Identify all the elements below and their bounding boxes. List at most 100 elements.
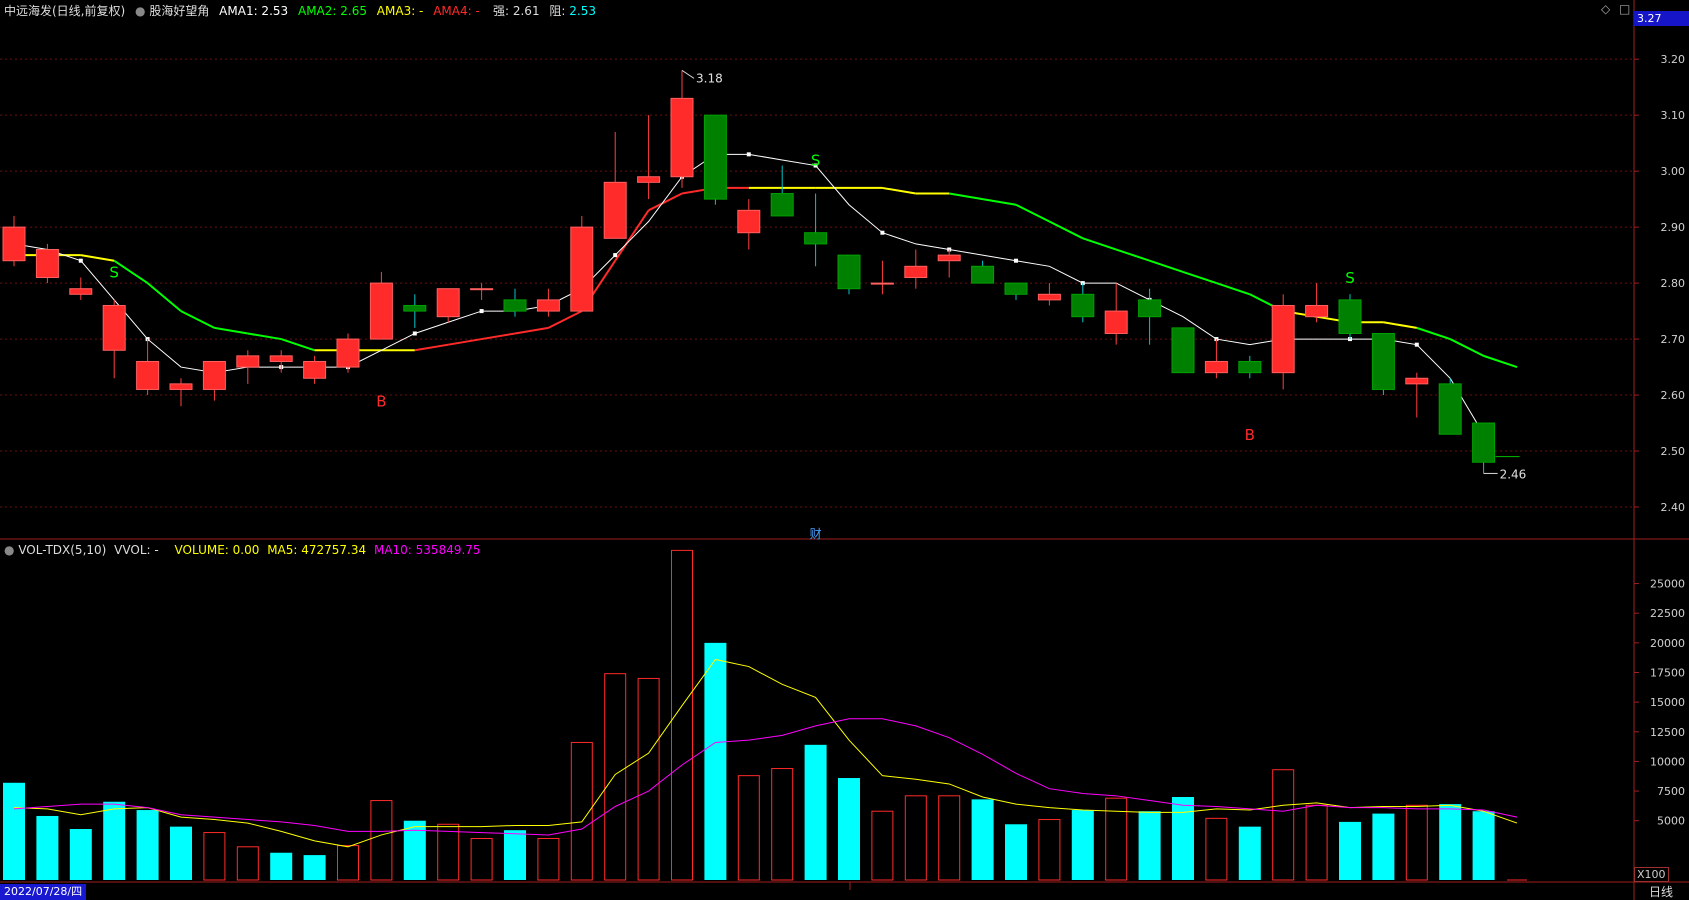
candle-body	[102, 304, 126, 351]
volume-tick-label: 5000	[1657, 815, 1685, 828]
ama4-value: AMA4: -	[433, 4, 480, 18]
candle-body	[1305, 304, 1329, 318]
sell-signal: S	[811, 152, 821, 170]
candle-body	[1338, 299, 1362, 334]
ama2-line-segment	[1149, 259, 1184, 273]
volume-tick-label: 12500	[1650, 726, 1685, 739]
price-tick-label: 2.90	[1661, 221, 1686, 234]
ama2-line-segment	[180, 310, 215, 329]
candle-body	[136, 360, 160, 390]
ama1-value: AMA1: 2.53	[219, 4, 289, 18]
ama1-point	[813, 163, 818, 168]
candle-body	[536, 299, 560, 312]
candle-body	[1138, 299, 1162, 318]
ama2-line-segment	[1182, 270, 1217, 285]
ama2-line-segment	[982, 198, 1017, 206]
candle-body	[303, 360, 327, 379]
volume-bar	[1439, 804, 1462, 880]
volume-bar	[1405, 804, 1428, 881]
ama2-line-segment	[882, 186, 916, 195]
candle-body	[202, 360, 226, 390]
candle-body	[603, 181, 627, 239]
candle-body	[770, 193, 794, 217]
price-tick-label: 3.00	[1661, 165, 1686, 178]
candle-body	[35, 249, 59, 278]
ma5-value: MA5: 472757.34	[267, 543, 367, 557]
volume-bar	[1138, 811, 1161, 880]
volume-bar	[303, 855, 326, 880]
ama2-line-segment	[448, 338, 482, 346]
candle-body	[670, 97, 694, 178]
ama2-line-segment	[280, 338, 315, 352]
candle-body	[1271, 304, 1295, 374]
candle-body	[1472, 422, 1496, 463]
volume-bar	[671, 549, 693, 881]
candle-body	[937, 254, 961, 262]
candle-body	[236, 355, 260, 368]
volume-bar	[1205, 817, 1228, 881]
ama2-line-segment	[614, 209, 650, 262]
ama2-line-segment	[949, 192, 983, 201]
candle-body	[971, 265, 995, 284]
volume-bar	[537, 838, 560, 881]
buy-signal: B	[1245, 426, 1255, 444]
ama2-line-segment	[146, 282, 182, 312]
volume-bar	[170, 826, 192, 880]
volume-indicator-name[interactable]: VOL-TDX(5,10)	[18, 543, 107, 557]
ama3-value: AMA3: -	[376, 4, 424, 18]
volume-bar	[1172, 797, 1194, 880]
volume-bar	[1105, 797, 1128, 881]
volume-bar	[103, 801, 126, 880]
volume-bar	[3, 782, 25, 880]
maximize-icon[interactable]: □	[1619, 2, 1631, 16]
ama1-point	[1014, 258, 1018, 263]
candle-body	[336, 338, 360, 368]
diamond-icon[interactable]: ◇	[1601, 2, 1611, 16]
candle-body	[1071, 293, 1095, 318]
volume-bar	[437, 823, 460, 881]
volume-tick-label: 7500	[1657, 785, 1685, 798]
volume-bar	[1372, 813, 1395, 880]
price-tick-label: 3.20	[1661, 53, 1686, 66]
ama1-point	[880, 230, 885, 235]
volume-bar	[236, 846, 259, 881]
price-tick-label: 2.70	[1661, 333, 1686, 346]
volume-bar	[36, 815, 59, 880]
indicator-toggle-icon[interactable]: ●	[135, 4, 146, 18]
ma5-line	[13, 658, 1518, 848]
volume-toggle-icon[interactable]: ●	[4, 543, 15, 557]
candle-body	[1171, 327, 1195, 374]
price-tick-label: 2.50	[1661, 445, 1686, 458]
volume-unit-label: X100	[1634, 867, 1669, 882]
low-price-label: 2.46	[1500, 467, 1527, 481]
candle-body	[870, 282, 894, 285]
ama2-line-segment	[80, 254, 115, 262]
volume-bar	[504, 830, 526, 880]
volume-bar	[1339, 821, 1361, 880]
volume-tick-label: 10000	[1650, 755, 1685, 768]
high-price-label: 3.18	[696, 71, 723, 85]
indicator-name[interactable]: 股海好望角	[149, 4, 210, 18]
date-readout: 2022/07/28/四	[0, 884, 87, 900]
candle-body	[637, 176, 661, 183]
volume-bar	[1038, 819, 1061, 881]
volume-header: ● VOL-TDX(5,10) VVOL: - VOLUME: 0.00 MA5…	[4, 543, 481, 557]
volume-bar	[570, 741, 593, 881]
volume-bar	[771, 768, 794, 881]
candle-body	[403, 304, 427, 312]
sell-signal: S	[1345, 269, 1355, 287]
ama2-line-segment	[113, 259, 149, 284]
ama2-line-segment	[648, 192, 683, 212]
resist-value: 2.53	[569, 4, 596, 18]
ama1-point	[1414, 342, 1419, 347]
volume-bar	[1472, 811, 1495, 880]
ama1-line	[13, 153, 1485, 435]
sell-signal: S	[109, 264, 119, 282]
buy-signal: B	[376, 392, 386, 410]
volume-bar	[971, 799, 994, 880]
vvol-value: VVOL: -	[114, 543, 159, 557]
candle-body	[69, 288, 93, 295]
period-label[interactable]: 日线	[1649, 885, 1674, 899]
ama2-line-segment	[1115, 248, 1150, 262]
